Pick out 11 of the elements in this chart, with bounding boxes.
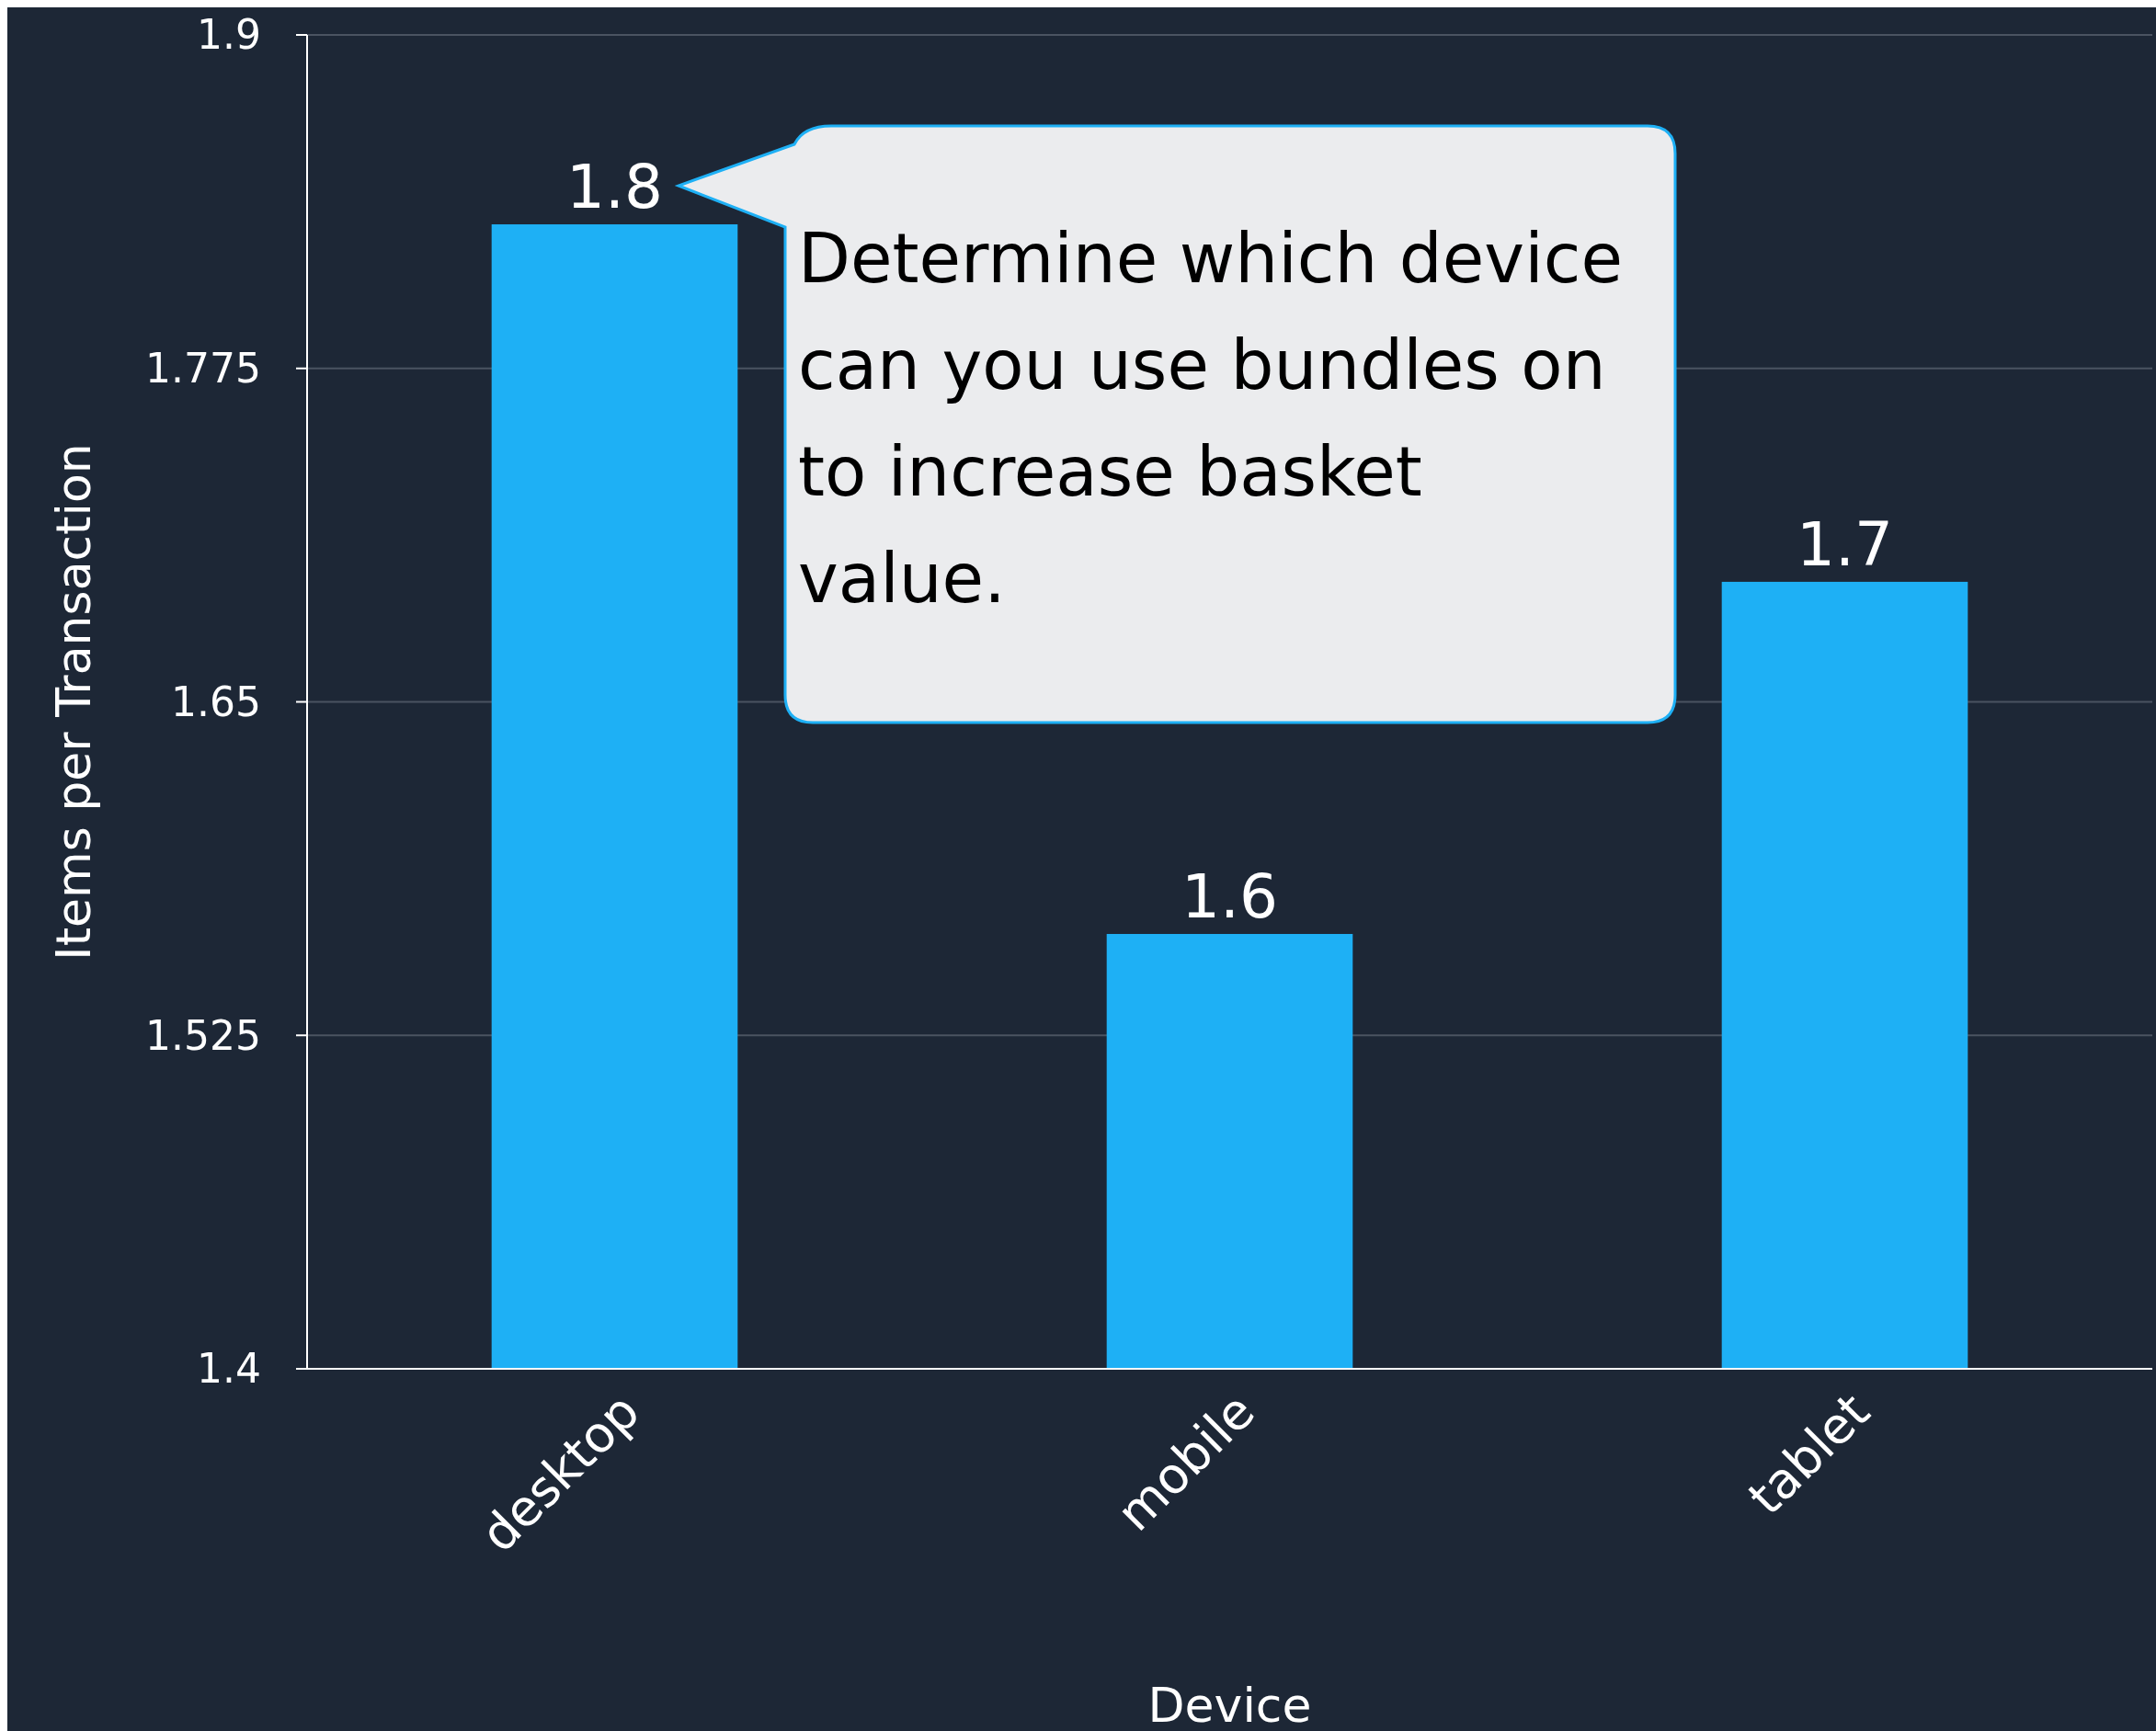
data-label: 1.6 (1181, 860, 1278, 932)
y-tick-label: 1.775 (145, 345, 261, 393)
y-tick-label: 1.9 (197, 11, 261, 59)
data-label: 1.8 (566, 152, 663, 223)
y-tick-label: 1.65 (171, 678, 261, 725)
data-label: 1.7 (1797, 508, 1893, 580)
y-axis-title: Items per Transaction (46, 443, 101, 961)
y-tick-label: 1.4 (197, 1345, 261, 1393)
y-tick-label: 1.525 (145, 1011, 261, 1059)
x-axis-title: Device (1147, 1678, 1312, 1731)
annotation: Determine which device can you use bundles on to increase basket value. (798, 219, 1623, 618)
